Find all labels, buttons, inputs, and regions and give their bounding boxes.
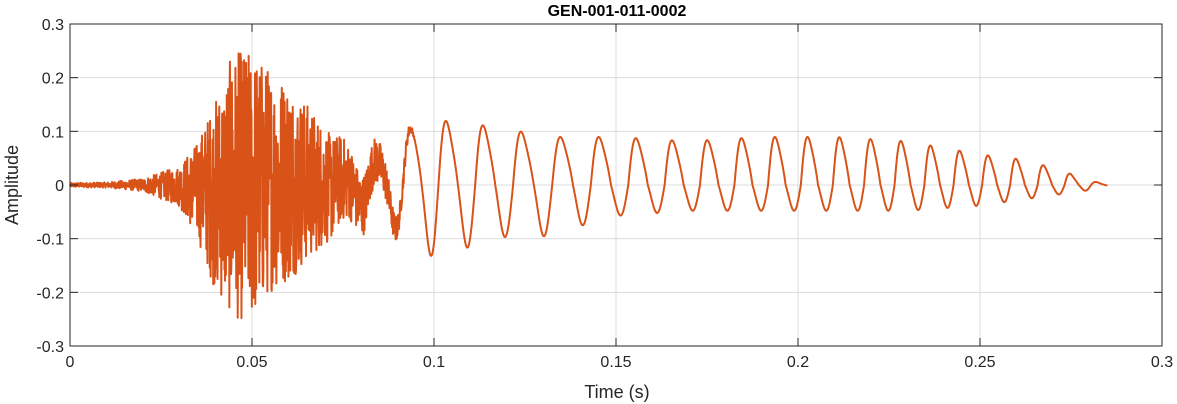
x-tick-label: 0.1 [423,354,445,371]
y-axis-label: Amplitude [2,145,22,225]
y-tick-label: 0.1 [42,124,64,141]
x-tick-label: 0.25 [964,354,995,371]
axis-ticks [69,23,1163,347]
series-amplitude-line [69,52,1109,320]
y-tick-label: 0 [55,178,64,195]
x-tick-label: 0 [66,354,75,371]
y-tick-label: 0.3 [42,17,64,34]
y-tick-label: -0.1 [36,232,64,249]
y-tick-label: -0.2 [36,285,64,302]
y-tick-label: -0.3 [36,339,64,356]
y-axis-tick-labels: -0.3 -0.2 -0.1 0 0.1 0.2 0.3 [36,17,64,356]
y-tick-label: 0.2 [42,71,64,88]
x-tick-label: 0.3 [1151,354,1173,371]
x-axis-tick-labels: 0 0.05 0.1 0.15 0.2 0.25 0.3 [66,354,1174,371]
x-tick-label: 0.2 [787,354,809,371]
x-tick-label: 0.15 [600,354,631,371]
chart-title: GEN-001-011-0002 [548,3,687,20]
x-tick-label: 0.05 [236,354,267,371]
x-axis-label: Time (s) [584,382,649,402]
